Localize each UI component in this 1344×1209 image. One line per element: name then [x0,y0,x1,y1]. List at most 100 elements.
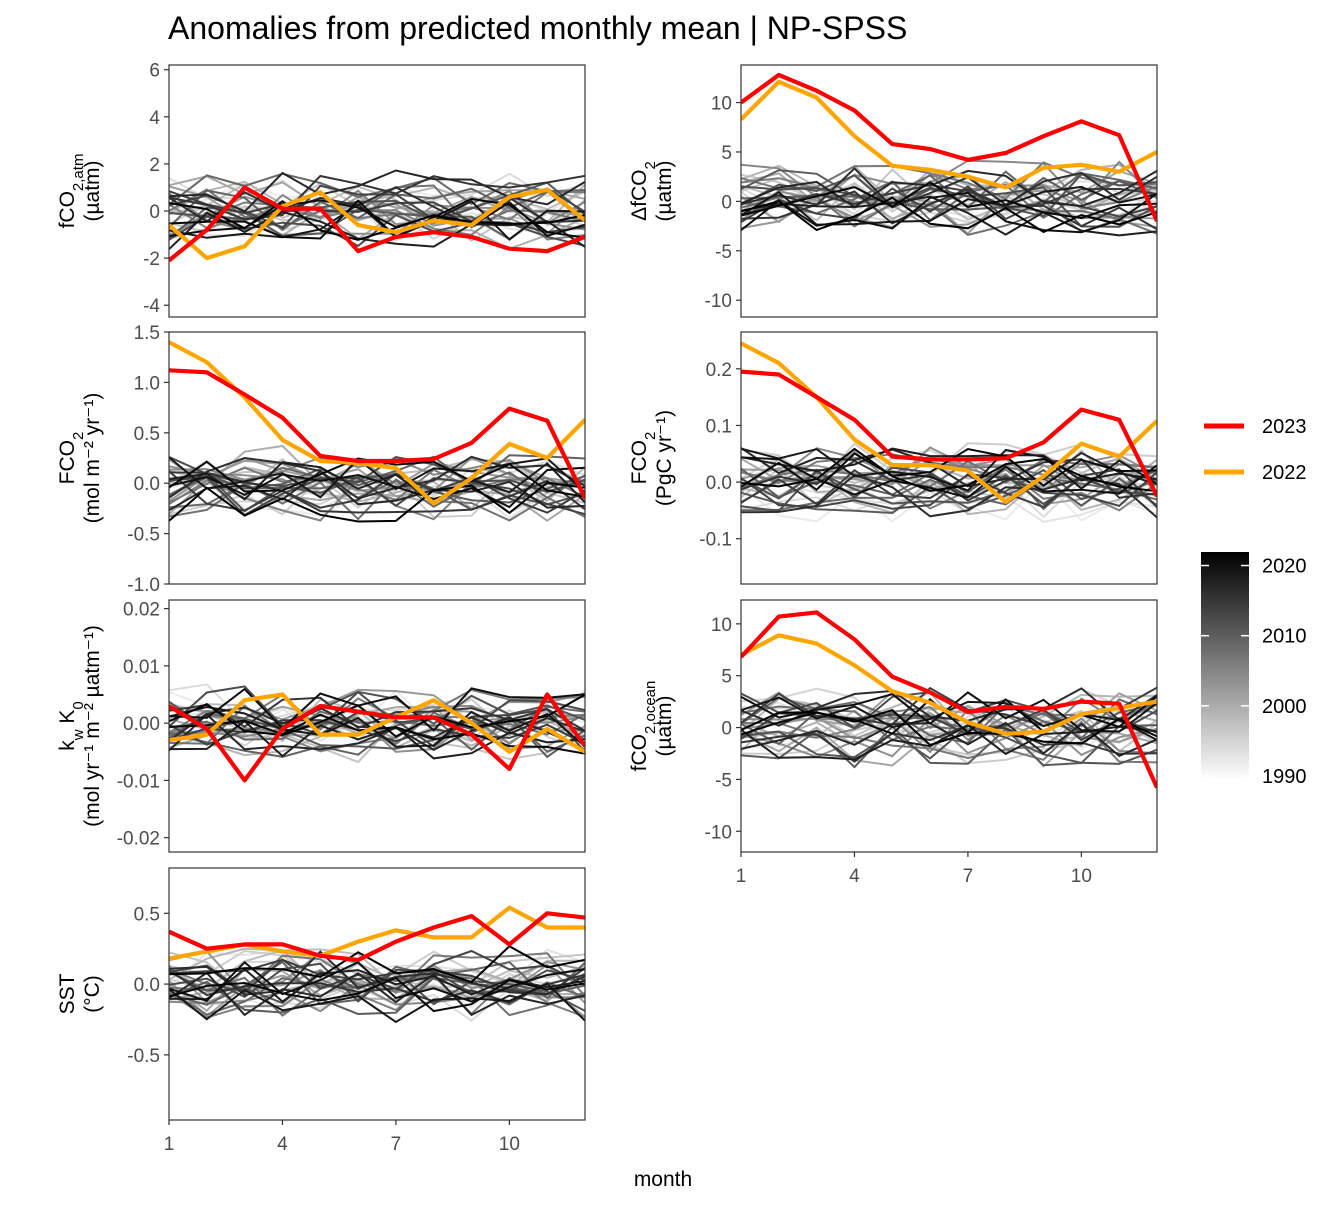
y-axis-title-unit: (µatm) [653,695,676,756]
y-tick-label: -2 [143,249,160,270]
year-line-2001 [169,195,585,236]
y-axis-title: FCO2(mol m⁻² yr⁻¹) [56,393,104,524]
series-line-2023 [741,72,1157,222]
year-line-2021 [741,447,1157,493]
x-tick-label: 4 [277,1134,288,1155]
panel-kw: 0.02 0.01 0.00 -0.01 -0.02 kw K0(mol yr⁻¹ m⁻²… [56,599,586,853]
series-group [169,905,585,1024]
y-tick-label: 10 [711,615,732,636]
series-group [169,340,585,523]
year-line-2019 [169,199,585,238]
y-tick-label: 0 [149,202,160,223]
y-axis-title-unit: (µatm) [81,160,104,221]
y-tick-label: 10 [711,94,732,115]
year-line-2018 [169,705,585,748]
year-line-2014 [169,174,585,221]
y-tick-label: -4 [143,296,160,317]
year-line-2020 [169,976,585,1013]
year-line-2016 [741,721,1157,758]
y-tick-label: -10 [705,822,732,843]
year-line-2021 [169,944,585,984]
panel-sst: 0.5 0.0 -0.5 1 4 7 10 SST (°C) [56,867,586,1155]
y-tick-label: 0.1 [706,416,732,437]
panel-frame [740,64,1158,318]
year-line-2015 [741,166,1157,209]
y-tick-label: 0.01 [123,657,160,678]
y-tick-label: -0.01 [117,771,160,792]
x-tick-label: 4 [849,866,860,887]
year-line-2010 [169,181,585,222]
panel-frame [168,331,586,585]
y-axis-title-main: FCO2 [56,432,87,485]
year-line-2005 [169,191,585,221]
y-axis-title-main: fCO2,atm [56,154,87,229]
panels-group: 6420-2-4fCO2,atm(µatm)1050-5-10ΔfCO2(µat… [56,61,1158,1155]
y-tick-label: 2 [149,155,160,176]
x-tick-label: 7 [391,1134,402,1155]
y-tick-label: 5 [721,143,732,164]
y-axis-title: SST (°C) [56,973,104,1014]
year-line-2016 [169,169,585,213]
y-tick-label: 0.5 [134,904,160,925]
year-line-2014 [169,969,585,1004]
legend-label-2023: 2023 [1262,416,1307,438]
year-line-2011 [741,185,1157,228]
year-line-2021 [741,196,1157,234]
y-tick-label: 0.0 [134,975,160,996]
series-line-2023 [169,692,585,783]
year-line-2012 [741,185,1157,223]
year-line-2011 [169,685,585,731]
y-axis-title: kw K0(mol yr⁻¹ m⁻² µatm⁻¹) [56,625,104,827]
year-line-2018 [169,456,585,499]
year-line-2017 [741,447,1157,482]
year-line-2014 [169,471,585,514]
series-line-2023 [741,610,1157,789]
year-line-2019 [741,456,1157,499]
y-tick-label: 0 [721,719,732,740]
y-tick-label: 6 [149,61,160,82]
year-line-2018 [169,199,585,241]
series-line-2023 [169,185,585,263]
year-line-1992 [169,459,585,502]
y-axis-title-unit: (µatm) [653,160,676,221]
year-line-2011 [741,466,1157,513]
series-group [169,169,585,263]
year-line-2015 [169,950,585,996]
x-tick-label: 1 [736,866,747,887]
year-line-2018 [741,447,1157,492]
panel-fco2int: 0.2 0.1 0.0 -0.1 FCO2(PgC yr⁻¹) [628,331,1158,585]
y-tick-label: 5 [721,667,732,688]
x-axis-title: month [634,1168,692,1191]
panel-fco2atm: 6 4 2 0 -2 -4 fCO2,atm(µatm) [56,61,586,318]
y-axis-title: FCO2(PgC yr⁻¹) [628,410,676,506]
x-tick-label: 1 [164,1134,175,1155]
colorbar-label-2000: 2000 [1262,696,1307,718]
series-line-2023 [741,369,1157,498]
colorbar-label-2020: 2020 [1262,556,1307,578]
year-line-2021 [169,693,585,738]
panel-frame [168,64,586,318]
series-group [741,610,1157,789]
y-tick-label: -5 [715,770,732,791]
y-axis-title: fCO2,ocean(µatm) [628,681,676,772]
year-line-2016 [741,169,1157,209]
x-tick-label: 10 [499,1134,520,1155]
y-tick-label: 0.5 [134,424,160,445]
panel-dfco2: 10 5 0 -5 -10 ΔfCO2(µatm) [628,64,1158,318]
y-axis-title-main: fCO2,ocean [628,681,659,772]
year-line-2021 [169,481,585,523]
chart-title: Anomalies from predicted monthly mean | … [168,10,907,46]
y-tick-label: -0.5 [127,1046,160,1067]
y-tick-label: 0.0 [706,473,732,494]
year-line-2005 [169,466,585,504]
year-line-2020 [741,695,1157,736]
year-line-2021 [741,708,1157,747]
year-line-1996 [169,948,585,990]
series-line-2023 [169,911,585,963]
y-tick-label: 0.00 [123,714,160,735]
panel-frame [740,599,1158,853]
year-colorbar [1201,552,1249,780]
y-axis-title-unit: (°C) [81,975,104,1013]
series-group [169,683,585,783]
x-tick-label: 10 [1071,866,1092,887]
